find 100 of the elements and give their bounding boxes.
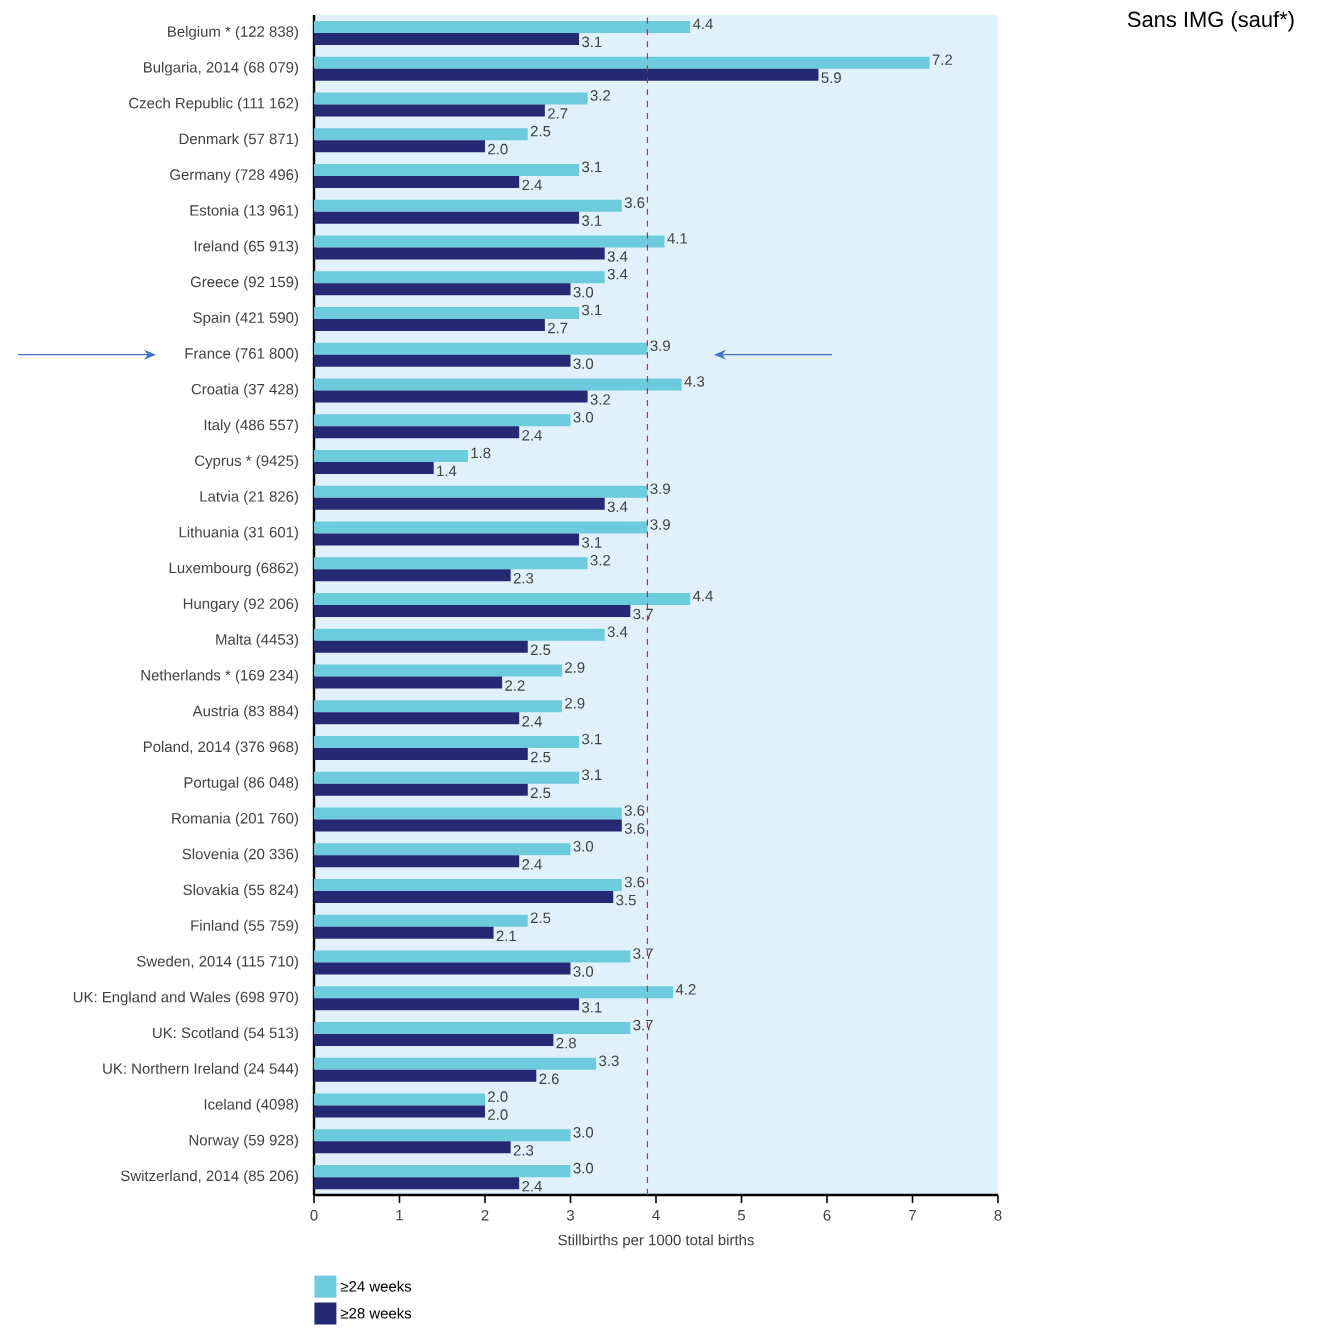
y-tick-label: UK: England and Wales (698 970) (73, 991, 298, 1006)
bar (314, 1129, 571, 1142)
y-tick-label: Latvia (21 826) (200, 490, 299, 505)
bar (314, 914, 528, 927)
x-tick-label: 0 (310, 1210, 318, 1221)
data-label: 5.9 (821, 72, 841, 83)
data-label: 2.5 (530, 912, 551, 924)
y-tick-label: Spain (421 590) (193, 311, 299, 326)
bar (314, 1105, 485, 1118)
bar (314, 318, 545, 331)
data-label: 2.9 (565, 662, 585, 673)
y-tick-label: Italy (486 557) (204, 419, 299, 434)
x-tick-label: 7 (909, 1210, 916, 1221)
bar (314, 390, 588, 403)
data-label: 3.6 (624, 823, 645, 834)
bar (314, 461, 434, 474)
bar (314, 1069, 537, 1082)
data-label: 3.1 (582, 36, 602, 48)
bar (314, 557, 588, 570)
data-label: 3.0 (573, 966, 594, 977)
x-tick-label: 6 (823, 1210, 831, 1221)
x-tick-label: 5 (737, 1210, 746, 1221)
y-tick-label: Portugal (86 048) (184, 776, 299, 791)
y-tick-label: Finland (55 759) (191, 919, 299, 934)
y-tick-label: Norway (59 928) (189, 1134, 299, 1149)
data-label: 3.1 (582, 215, 602, 226)
bar (314, 247, 605, 260)
bar (314, 771, 580, 784)
bar (314, 926, 494, 939)
data-label: 2.8 (556, 1037, 576, 1049)
data-label: 3.9 (650, 519, 670, 530)
x-tick-label: 4 (652, 1210, 660, 1221)
data-label: 4.4 (692, 590, 713, 602)
bar (314, 163, 580, 176)
bar (314, 1093, 485, 1106)
bar (314, 128, 528, 141)
data-label: 2.3 (513, 1145, 534, 1156)
data-label: 3.0 (573, 358, 594, 369)
data-label: 2.4 (522, 716, 542, 727)
bar (314, 1034, 554, 1047)
bar (314, 712, 520, 725)
bar (314, 235, 665, 248)
data-label: 2.2 (505, 680, 525, 691)
y-tick-label: Netherlands * (169 234) (141, 669, 298, 684)
data-label: 3.1 (582, 161, 602, 173)
bar (314, 342, 648, 355)
data-label: 4.3 (684, 376, 705, 387)
data-label: 2.6 (539, 1073, 559, 1085)
data-label: 3.1 (582, 1002, 602, 1013)
data-label: 3.0 (573, 286, 594, 298)
data-label: 2.7 (548, 322, 568, 334)
data-label: 3.1 (582, 304, 602, 316)
data-label: 3.2 (590, 90, 611, 101)
bar (314, 998, 580, 1011)
data-label: 2.0 (488, 143, 508, 155)
data-label: 2.5 (530, 125, 551, 137)
bar (314, 68, 819, 81)
data-label: 2.5 (530, 751, 551, 763)
bar (314, 485, 648, 498)
data-label: 3.4 (607, 251, 628, 262)
data-label: 3.5 (616, 894, 636, 906)
y-tick-label: UK: Scotland (54 513) (153, 1027, 299, 1042)
x-axis-title: Stillbirths per 1000 total births (558, 1234, 754, 1249)
legend-label: ≥28 weeks (340, 1307, 412, 1319)
bar (314, 628, 605, 641)
bar (314, 736, 580, 749)
bar (314, 414, 571, 427)
bar (314, 449, 468, 462)
data-label: 2.4 (522, 859, 542, 870)
x-tick-label: 2 (481, 1210, 489, 1221)
bar (314, 283, 571, 296)
bar (314, 1022, 631, 1035)
y-tick-label: Switzerland, 2014 (85 206) (121, 1170, 298, 1185)
text: Sans IMG (sauf*) (1127, 11, 1294, 32)
data-label: 2.7 (548, 108, 568, 119)
bar (314, 783, 528, 796)
y-tick-label: Austria (83 884) (192, 705, 299, 720)
data-label: 3.7 (633, 948, 653, 959)
y-tick-label: Luxembourg (6862) (169, 562, 299, 577)
bar (314, 569, 511, 582)
y-tick-label: Ireland (65 913) (194, 240, 299, 255)
data-label: 3.4 (607, 268, 628, 280)
data-label: 3.0 (573, 411, 594, 423)
y-tick-label: Lithuania (31 601) (179, 526, 299, 541)
bar (314, 891, 614, 904)
bar (314, 676, 503, 689)
data-label: 3.3 (599, 1055, 619, 1067)
data-label: 4.1 (667, 233, 687, 244)
data-label: 2.4 (522, 179, 542, 191)
y-tick-label: Romania (201 760) (172, 812, 299, 827)
data-label: 2.5 (530, 787, 551, 799)
data-label: 3.0 (573, 1127, 594, 1138)
y-tick-label: Estonia (13 961) (190, 204, 299, 219)
data-label: 3.9 (650, 483, 670, 495)
bar (314, 700, 562, 713)
data-label: 3.1 (582, 769, 602, 781)
bar (314, 20, 691, 33)
data-label: 3.4 (607, 501, 628, 513)
bar (314, 986, 674, 999)
data-label: 1.8 (471, 447, 491, 459)
